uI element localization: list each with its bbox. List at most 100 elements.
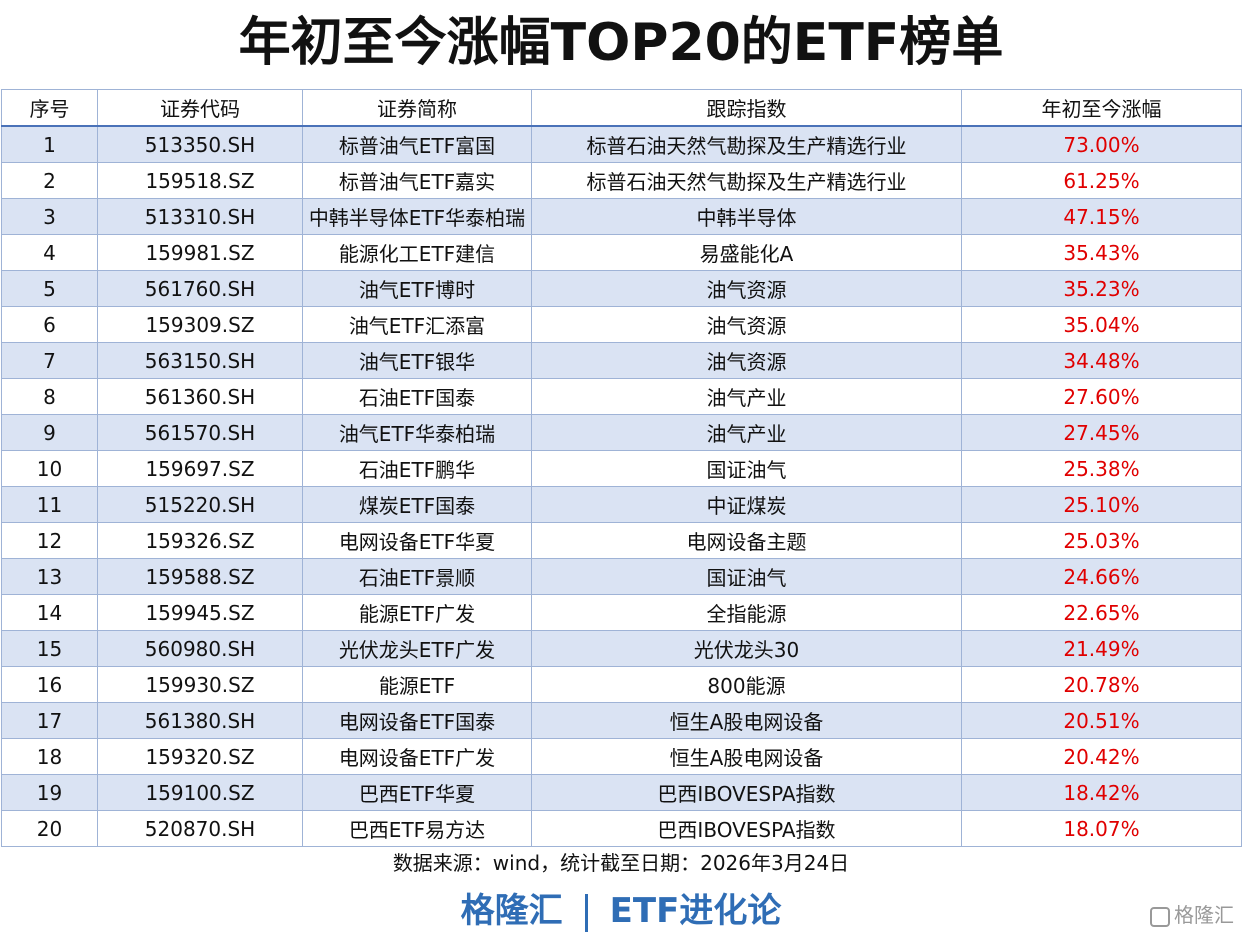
gain-cell: 61.25% xyxy=(961,162,1242,199)
table-cell: 2 xyxy=(1,162,98,199)
table-cell: 恒生A股电网设备 xyxy=(531,738,962,775)
table-row: 7 563150.SH 油气ETF银华 油气资源 34.48% xyxy=(1,342,1242,379)
table-cell: 9 xyxy=(1,414,98,451)
table-cell: 14 xyxy=(1,594,98,631)
table-cell: 561760.SH xyxy=(97,270,303,307)
table-cell: 恒生A股电网设备 xyxy=(531,702,962,739)
table-cell: 10 xyxy=(1,450,98,487)
table-row: 1 513350.SH 标普油气ETF富国 标普石油天然气勘探及生产精选行业 73.00… xyxy=(1,125,1242,163)
table-cell: 电网设备ETF华夏 xyxy=(302,522,532,559)
gain-cell: 20.51% xyxy=(961,702,1242,739)
table-cell: 159309.SZ xyxy=(97,306,303,343)
table-cell: 油气ETF博时 xyxy=(302,270,532,307)
table-cell: 油气ETF银华 xyxy=(302,342,532,379)
table-cell: 电网设备ETF广发 xyxy=(302,738,532,775)
table-cell: 800能源 xyxy=(531,666,962,703)
table-cell: 油气产业 xyxy=(531,414,962,451)
table-cell: 20 xyxy=(1,810,98,847)
gain-cell: 27.60% xyxy=(961,378,1242,415)
table-cell: 能源化工ETF建信 xyxy=(302,234,532,271)
table-cell: 油气资源 xyxy=(531,270,962,307)
table-cell: 563150.SH xyxy=(97,342,303,379)
gain-cell: 20.42% xyxy=(961,738,1242,775)
table-cell: 561570.SH xyxy=(97,414,303,451)
table-cell: 520870.SH xyxy=(97,810,303,847)
gain-cell: 27.45% xyxy=(961,414,1242,451)
header-cell: 序号 xyxy=(1,89,98,127)
table-row: 10 159697.SZ 石油ETF鹏华 国证油气 25.38% xyxy=(1,450,1242,487)
gain-cell: 34.48% xyxy=(961,342,1242,379)
footer: 格隆汇 ETF进化论 xyxy=(0,888,1242,934)
gain-cell: 21.49% xyxy=(961,630,1242,667)
table-cell: 4 xyxy=(1,234,98,271)
watermark-logo xyxy=(1150,906,1170,927)
table-cell: 石油ETF国泰 xyxy=(302,378,532,415)
table-cell: 159697.SZ xyxy=(97,450,303,487)
table-cell: 巴西ETF华夏 xyxy=(302,774,532,811)
table-row: 20 520870.SH 巴西ETF易方达 巴西IBOVESPA指数 18.07% xyxy=(1,810,1242,847)
gain-cell: 18.42% xyxy=(961,774,1242,811)
table-row: 4 159981.SZ 能源化工ETF建信 易盛能化A 35.43% xyxy=(1,234,1242,271)
table-cell: 18 xyxy=(1,738,98,775)
table-cell: 油气资源 xyxy=(531,342,962,379)
table-cell: 光伏龙头ETF广发 xyxy=(302,630,532,667)
gain-cell: 25.10% xyxy=(961,486,1242,523)
table-cell: 5 xyxy=(1,270,98,307)
table-cell: 能源ETF广发 xyxy=(302,594,532,631)
table-cell: 油气产业 xyxy=(531,378,962,415)
table-cell: 标普石油天然气勘探及生产精选行业 xyxy=(531,125,962,163)
table-cell: 巴西IBOVESPA指数 xyxy=(531,774,962,811)
table-row: 19 159100.SZ 巴西ETF华夏 巴西IBOVESPA指数 18.42% xyxy=(1,774,1242,811)
gain-cell: 25.03% xyxy=(961,522,1242,559)
table-cell: 159518.SZ xyxy=(97,162,303,199)
table-cell: 石油ETF景顺 xyxy=(302,558,532,595)
table-cell: 11 xyxy=(1,486,98,523)
header-cell: 年初至今涨幅 xyxy=(961,89,1242,127)
table-cell: 19 xyxy=(1,774,98,811)
table-cell: 电网设备主题 xyxy=(531,522,962,559)
table-cell: 159588.SZ xyxy=(97,558,303,595)
table-row: 2 159518.SZ 标普油气ETF嘉实 标普石油天然气勘探及生产精选行业 61.25… xyxy=(1,162,1242,199)
table-cell: 标普油气ETF富国 xyxy=(302,125,532,163)
table-cell: 8 xyxy=(1,378,98,415)
gain-cell: 73.00% xyxy=(961,125,1242,163)
header-cell: 证券简称 xyxy=(302,89,532,127)
table-row: 14 159945.SZ 能源ETF广发 全指能源 22.65% xyxy=(1,594,1242,631)
brand: 格隆汇 xyxy=(460,891,563,931)
table-cell: 石油ETF鹏华 xyxy=(302,450,532,487)
table-cell: 中韩半导体ETF华泰柏瑞 xyxy=(302,198,532,235)
table-cell: 561360.SH xyxy=(97,378,303,415)
table-cell: 15 xyxy=(1,630,98,667)
table-cell: 标普油气ETF嘉实 xyxy=(302,162,532,199)
table-row: 8 561360.SH 石油ETF国泰 油气产业 27.60% xyxy=(1,378,1242,415)
separator xyxy=(584,893,588,932)
table-cell: 561380.SH xyxy=(97,702,303,739)
table-cell: 油气ETF汇添富 xyxy=(302,306,532,343)
header-cell: 证券代码 xyxy=(97,89,303,127)
table-cell: 513350.SH xyxy=(97,125,303,163)
table-cell: 6 xyxy=(1,306,98,343)
header-cell: 跟踪指数 xyxy=(531,89,962,127)
table-cell: 中韩半导体 xyxy=(531,198,962,235)
table-cell: 油气资源 xyxy=(531,306,962,343)
gain-cell: 47.15% xyxy=(961,198,1242,235)
table-cell: 17 xyxy=(1,702,98,739)
table-cell: 3 xyxy=(1,198,98,235)
table-cell: 1 xyxy=(1,125,98,163)
table-row: 9 561570.SH 油气ETF华泰柏瑞 油气产业 27.45% xyxy=(1,414,1242,451)
table-cell: 13 xyxy=(1,558,98,595)
table-row: 17 561380.SH 电网设备ETF国泰 恒生A股电网设备 20.51% xyxy=(1,702,1242,739)
table-cell: 515220.SH xyxy=(97,486,303,523)
table-cell: 7 xyxy=(1,342,98,379)
table-row: 16 159930.SZ 能源ETF 800能源 20.78% xyxy=(1,666,1242,703)
gain-cell: 35.04% xyxy=(961,306,1242,343)
table-cell: 煤炭ETF国泰 xyxy=(302,486,532,523)
gain-cell: 18.07% xyxy=(961,810,1242,847)
table-cell: 光伏龙头30 xyxy=(531,630,962,667)
table-row: 11 515220.SH 煤炭ETF国泰 中证煤炭 25.10% xyxy=(1,486,1242,523)
gain-cell: 35.23% xyxy=(961,270,1242,307)
table-cell: 巴西IBOVESPA指数 xyxy=(531,810,962,847)
table-row: 3 513310.SH 中韩半导体ETF华泰柏瑞 中韩半导体 47.15% xyxy=(1,198,1242,235)
title: 年初至今涨幅TOP20的ETF榜单 xyxy=(238,13,1004,73)
